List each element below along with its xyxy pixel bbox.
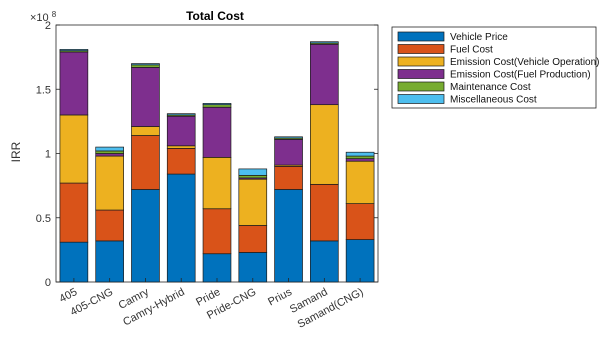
- bar-segment-405-cng-2: [95, 155, 124, 211]
- legend-label-0: Vehicle Price: [450, 32, 508, 43]
- bar-segment-samand-1: [310, 183, 339, 242]
- x-tick-label: 405: [57, 286, 79, 305]
- bar-segment-405-3: [59, 51, 89, 116]
- y-tick-label: 0.5: [36, 213, 51, 225]
- bar-segment-405-cng-5: [95, 146, 124, 152]
- y-tick-label: 2: [45, 20, 51, 32]
- bar-segment-samand-5: [310, 41, 339, 44]
- bar-segment-405-1: [59, 182, 89, 243]
- legend-swatch-1: [397, 44, 445, 54]
- bar-segment-prius-0: [274, 189, 303, 283]
- legend-swatch-3: [397, 69, 445, 79]
- bar-segment-camry-5: [131, 63, 160, 66]
- bar-segment-prius-5: [274, 136, 303, 139]
- bar-segment-pride-4: [202, 104, 232, 108]
- y-exponent-power: 8: [52, 10, 57, 19]
- bar-segment-samand-cng--3: [345, 158, 375, 162]
- bar-segment-pride-cng-0: [238, 252, 268, 283]
- bar-segment-camry-hybrid-2: [166, 145, 196, 149]
- legend-swatch-4: [397, 81, 445, 92]
- bar-segment-pride-2: [202, 157, 232, 210]
- bar-segment-405-2: [59, 114, 89, 184]
- bar-segment-405-5: [59, 49, 89, 52]
- bar-segment-samand-cng--5: [345, 151, 375, 157]
- y-tick-label: 1.5: [36, 84, 51, 96]
- bar-segment-pride-5: [202, 103, 232, 106]
- y-tick-label: 0: [45, 277, 51, 289]
- x-tick-label: Camry-Hybrid: [121, 286, 187, 328]
- y-exponent: ×10 8: [30, 10, 57, 24]
- bar-segment-samand-cng--0: [345, 239, 375, 283]
- bar-segment-samand-3: [310, 43, 339, 106]
- bar-segment-pride-0: [202, 253, 232, 283]
- legend-label-5: Miscellaneous Cost: [450, 95, 537, 106]
- legend-swatch-2: [397, 56, 445, 67]
- bar-segment-pride-1: [202, 208, 232, 255]
- y-axis-label: IRR: [9, 141, 23, 162]
- bar-segment-camry-hybrid-1: [166, 148, 196, 175]
- bar-segment-camry-3: [131, 67, 160, 127]
- bar-segment-camry-0: [131, 189, 160, 283]
- legend-label-1: Fuel Cost: [450, 45, 493, 56]
- bar-segment-405-0: [59, 241, 89, 283]
- svg-text:×10 8: ×10 8: [30, 10, 57, 24]
- bar-segment-camry-2: [131, 126, 160, 136]
- bar-segment-samand-0: [310, 240, 339, 283]
- bar-segment-camry-hybrid-3: [166, 115, 196, 147]
- y-tick-label: 1: [45, 149, 51, 161]
- legend-label-4: Maintenance Cost: [450, 82, 531, 93]
- bar-segment-405-cng-3: [95, 153, 124, 157]
- legend-label-2: Emission Cost(Vehicle Operation): [450, 57, 600, 68]
- bar-segment-samand-cng--1: [345, 203, 375, 240]
- chart-title: Total Cost: [186, 9, 244, 23]
- bar-segment-pride-3: [202, 106, 232, 158]
- bar-segment-405-cng-4: [95, 150, 124, 154]
- legend-label-3: Emission Cost(Fuel Production): [450, 70, 591, 81]
- bar-segment-405-cng-1: [95, 209, 124, 242]
- bar-segment-samand-2: [310, 104, 339, 185]
- bar-segment-samand-cng--4: [345, 155, 375, 159]
- bar-segment-prius-3: [274, 139, 303, 166]
- bar-segment-pride-cng-4: [238, 174, 268, 179]
- bar-segment-405-cng-0: [95, 240, 124, 283]
- legend-swatch-0: [397, 31, 445, 42]
- legend-swatch-5: [397, 94, 445, 104]
- bar-segment-prius-1: [274, 166, 303, 190]
- bar-segment-camry-hybrid-5: [166, 113, 196, 116]
- bar-segment-camry-4: [131, 64, 160, 68]
- bar-segment-pride-cng-2: [238, 178, 268, 226]
- bar-segment-samand-cng--2: [345, 160, 375, 204]
- bar-segment-camry-hybrid-0: [166, 173, 196, 283]
- bar-segment-pride-cng-1: [238, 225, 268, 253]
- bar-segment-pride-cng-5: [238, 168, 268, 176]
- y-exponent-base: ×10: [30, 12, 49, 24]
- bar-segment-camry-1: [131, 135, 160, 190]
